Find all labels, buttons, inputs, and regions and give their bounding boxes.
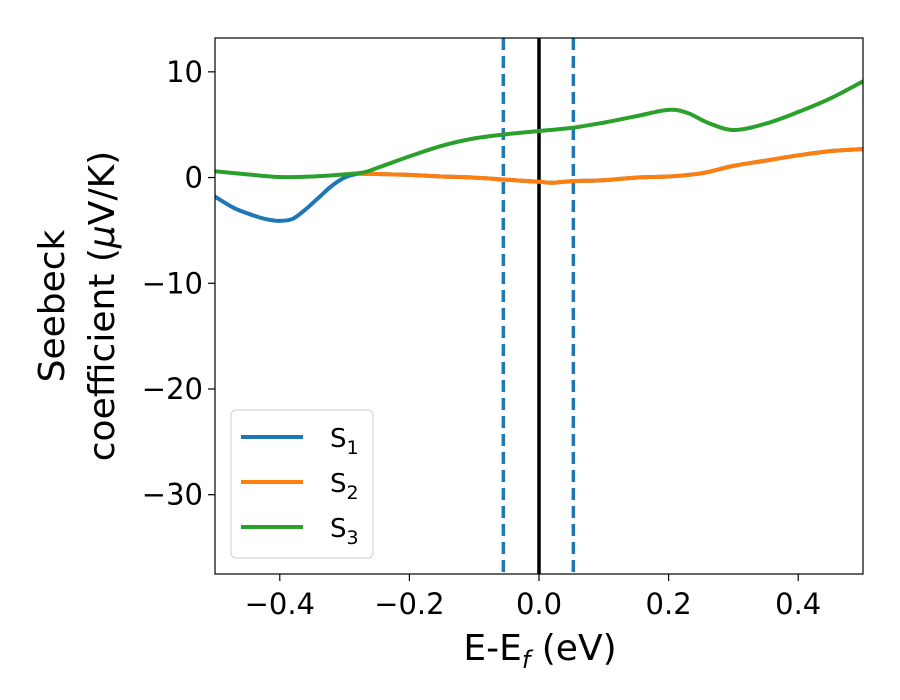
legend-label-s3: S3	[330, 514, 359, 549]
y-tick-label: −30	[142, 478, 203, 512]
y-tick-label: 10	[166, 55, 203, 89]
y-tick-label: −10	[142, 266, 203, 300]
y-axis-ticks: 10 0 −10 −20 −30	[142, 55, 215, 512]
series-lines	[215, 79, 863, 223]
x-tick-label: −0.2	[374, 587, 444, 621]
x-tick-label: 0.0	[516, 587, 562, 621]
y-tick-label: 0	[185, 161, 203, 195]
x-tick-label: −0.4	[245, 587, 315, 621]
y-axis-label: Seebeck coefficient (μV/K)	[32, 151, 123, 461]
vertical-lines	[501, 38, 576, 574]
legend-label-s2: S2	[330, 469, 359, 504]
legend-label-s1: S1	[330, 424, 359, 459]
series-line-s3	[215, 79, 863, 180]
series-line-s2	[355, 147, 863, 185]
legend: S1 S2 S3	[230, 409, 374, 559]
y-axis-label-line2: coefficient (μV/K)	[82, 151, 123, 461]
x-axis-label: E-Ef (eV)	[463, 628, 616, 674]
y-axis-label-line1: Seebeck	[32, 229, 73, 382]
y-tick-label: −20	[142, 372, 203, 406]
x-tick-label: 0.4	[775, 587, 821, 621]
x-tick-label: 0.2	[646, 587, 692, 621]
x-axis-ticks: −0.4 −0.2 0.0 0.2 0.4	[245, 574, 821, 621]
